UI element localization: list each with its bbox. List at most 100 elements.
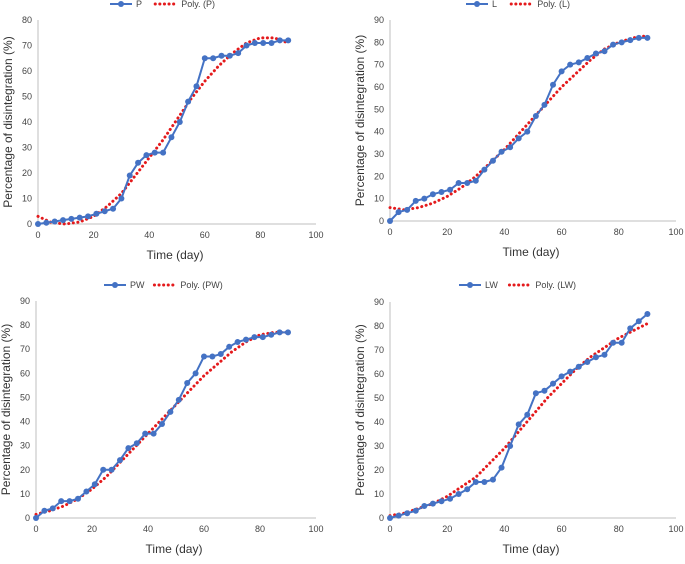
x-tick-label: 40 [144,230,154,240]
data-point [210,55,217,62]
x-tick-label: 0 [35,230,40,240]
data-point [472,177,479,184]
data-point [567,61,574,68]
data-point [226,343,233,350]
data-point [125,445,132,452]
x-tick-label: 20 [87,524,97,534]
data-point [507,144,514,151]
x-tick-label: 80 [614,524,624,534]
y-tick-label: 80 [22,15,32,25]
legend: L Poly. (L) [466,0,570,9]
data-point [66,498,73,505]
y-tick-label: 0 [25,513,30,523]
data-point [117,457,123,464]
y-tick-label: 80 [374,37,384,47]
y-tick-label: 60 [20,368,30,378]
data-point [558,373,565,380]
y-tick-label: 50 [22,92,32,102]
legend-label: Poly. (L) [537,0,570,9]
y-axis-title: Percentage of disintegration (%) [353,35,367,206]
y-tick-label: 30 [374,149,384,159]
y-tick-label: 70 [374,345,384,355]
legend-swatch-marker [467,282,473,288]
y-tick-label: 90 [374,297,384,307]
data-point [438,188,445,195]
legend: P Poly. (P) [110,0,215,9]
data-point [168,134,175,141]
data-point [159,420,165,427]
panel-pw: 0 10 20 30 40 50 60 70 80 90 0 20 40 60 80 100 Time (day… [0,280,324,556]
y-tick-label: 0 [27,219,32,229]
y-axis-title: Percentage of disintegration (%) [353,324,367,495]
legend-label: LW [485,280,498,290]
y-tick-label: 10 [374,194,384,204]
data-point [610,41,617,48]
y-tick-label: 60 [374,82,384,92]
data-point [387,218,393,224]
data-point [218,52,225,59]
data-point [58,498,65,505]
data-point [395,209,402,216]
data-point [108,466,115,473]
x-tick-label: 60 [557,227,567,237]
x-tick-label: 100 [668,524,683,534]
y-axis-title: Percentage of disintegration (%) [0,324,13,495]
x-axis-title: Time (day) [503,542,560,556]
data-point [234,338,241,345]
data-point [259,334,266,341]
data-point [49,505,56,512]
legend-label: P [136,0,142,9]
data-point [404,206,411,213]
legend-label: Poly. (LW) [535,280,576,290]
y-tick-label: 30 [22,143,32,153]
data-point [627,325,634,332]
data-point [185,98,192,105]
data-point [575,363,582,370]
data-point [507,443,514,449]
y-tick-label: 70 [374,60,384,70]
y-tick-label: 10 [374,489,384,499]
y-tick-label: 50 [20,392,30,402]
y-tick-label: 20 [374,171,384,181]
data-point [35,221,41,227]
legend: LW Poly. (LW) [459,280,576,290]
data-point [276,37,283,44]
data-point [455,491,462,497]
x-tick-label: 0 [387,524,392,534]
data-point [567,368,574,375]
data-point [201,353,207,360]
y-tick-label: 10 [22,194,32,204]
x-tick-label: 20 [442,524,452,534]
data-point [532,390,539,397]
data-point [217,351,224,358]
data-point [83,488,90,495]
data-point [276,329,283,336]
y-tick-label: 30 [20,441,30,451]
data-point [51,218,58,225]
data-point [541,387,548,394]
legend-swatch-marker [112,282,118,288]
data-point [644,34,651,41]
data-point [592,354,599,361]
y-tick-label: 10 [20,489,30,499]
data-point [93,210,100,217]
y-axis-title: Percentage of disintegration (%) [1,36,15,207]
x-tick-label: 20 [89,230,99,240]
data-point [142,430,149,437]
trendline-series [388,322,649,518]
data-point [100,466,107,473]
data-point [151,149,158,156]
data-point [524,128,531,135]
data-point [575,59,582,66]
data-point [209,353,216,360]
y-tick-label: 90 [20,296,30,306]
legend-label: PW [130,280,145,290]
y-tick-label: 20 [374,465,384,475]
data-point [201,55,208,62]
data-point [175,396,182,403]
y-tick-label: 60 [22,66,32,76]
data-point [387,515,393,521]
data-point [472,479,479,485]
data-point [635,34,642,41]
